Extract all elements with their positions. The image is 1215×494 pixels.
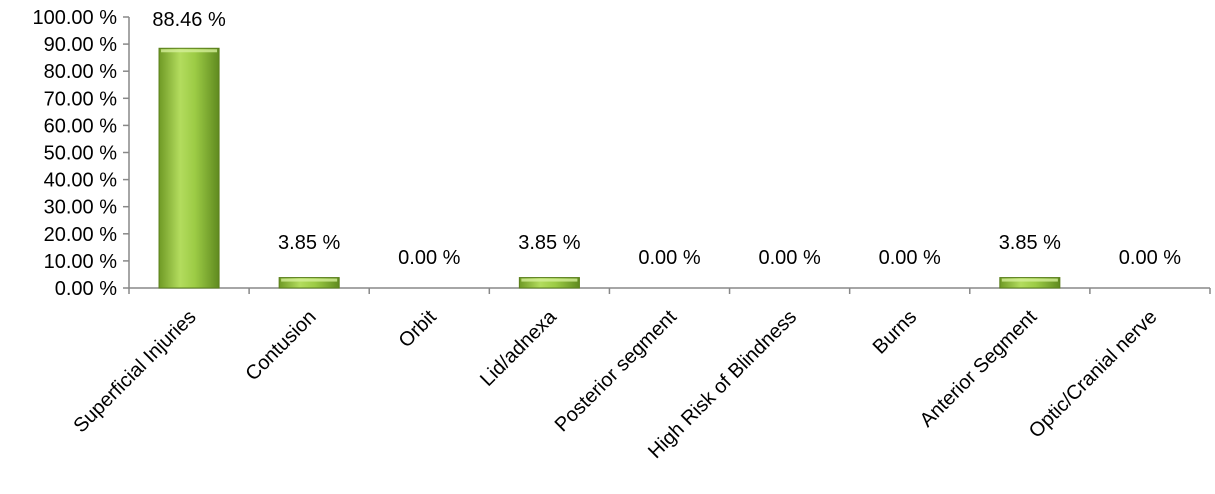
bar-highlight bbox=[281, 278, 338, 282]
bar-highlight bbox=[521, 278, 578, 282]
bars bbox=[158, 47, 1061, 289]
category-labels: Superficial Injuries Contusion Orbit Lid/ad… bbox=[69, 305, 1161, 463]
category-label: Lid/adnexa bbox=[476, 305, 561, 390]
category-label: Burns bbox=[869, 306, 922, 359]
bar bbox=[518, 277, 580, 289]
y-tick-label: 60.00 % bbox=[44, 115, 118, 137]
y-tick-label: 50.00 % bbox=[44, 143, 118, 165]
y-tick-label: 90.00 % bbox=[44, 34, 118, 56]
bar-highlight bbox=[1001, 278, 1058, 282]
data-label: 0.00 % bbox=[758, 247, 820, 269]
y-axis: 0.00 % 10.00 % 20.00 % 30.00 % 40.00 % 50.00 … bbox=[32, 7, 130, 300]
data-label: 0.00 % bbox=[398, 247, 460, 269]
bar bbox=[158, 47, 220, 289]
y-tick-label: 20.00 % bbox=[44, 224, 118, 246]
category-label: Orbit bbox=[395, 306, 442, 353]
category-label: Superficial Injuries bbox=[69, 306, 200, 437]
data-label: 3.85 % bbox=[518, 232, 580, 254]
bar-highlight bbox=[161, 49, 218, 53]
y-tick-label: 100.00 % bbox=[32, 7, 117, 29]
category-label: Anterior Segment bbox=[916, 306, 1042, 432]
category-label: Contusion bbox=[241, 306, 320, 385]
y-tick-label: 0.00 % bbox=[55, 278, 117, 300]
data-label: 88.46 % bbox=[152, 9, 226, 31]
data-label: 0.00 % bbox=[879, 247, 941, 269]
y-tick-label: 40.00 % bbox=[44, 170, 118, 192]
bar bbox=[999, 277, 1061, 289]
data-label: 3.85 % bbox=[278, 232, 340, 254]
y-tick-label: 30.00 % bbox=[44, 197, 118, 219]
y-tick-label: 10.00 % bbox=[44, 251, 118, 273]
category-label: Optic/Cranial nerve bbox=[1025, 306, 1162, 443]
y-tick-label: 70.00 % bbox=[44, 88, 118, 110]
y-tick-label: 80.00 % bbox=[44, 61, 118, 83]
data-label: 3.85 % bbox=[999, 232, 1061, 254]
data-label: 0.00 % bbox=[638, 247, 700, 269]
data-label: 0.00 % bbox=[1119, 247, 1181, 269]
x-axis bbox=[128, 287, 1211, 294]
bar bbox=[278, 277, 340, 289]
data-labels: 88.46 % 3.85 % 0.00 % 3.85 % 0.00 % 0.00 % 0.0… bbox=[152, 9, 1181, 269]
category-label: Posterior segment bbox=[551, 306, 682, 437]
